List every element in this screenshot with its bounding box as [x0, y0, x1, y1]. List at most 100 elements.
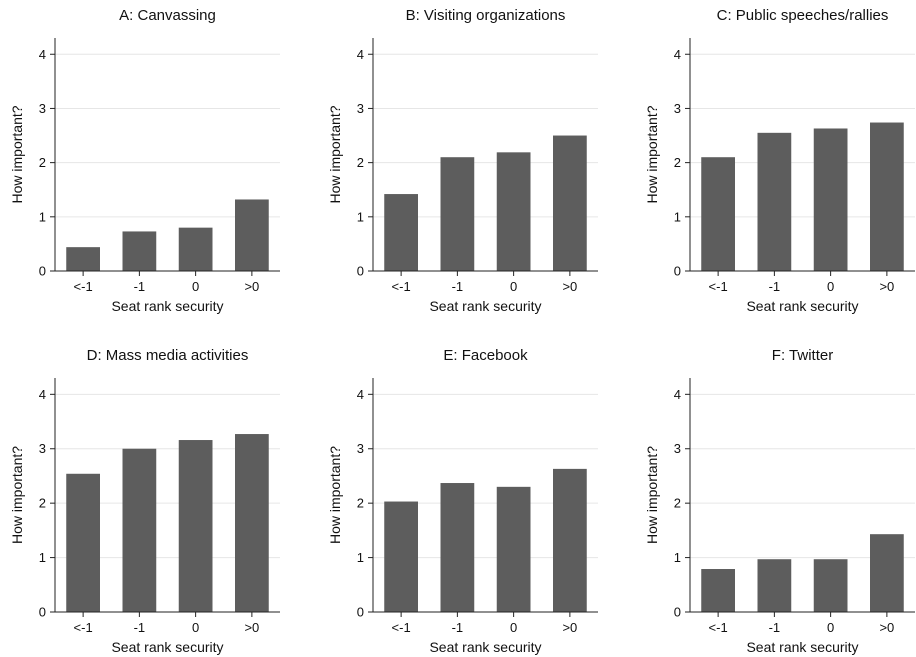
bar — [813, 559, 848, 612]
x-axis-label: Seat rank security — [746, 639, 858, 655]
x-tick-label: 0 — [827, 279, 834, 294]
y-tick-label: 4 — [674, 387, 681, 402]
panel-title: D: Mass media activities — [87, 347, 249, 364]
y-tick-label: 3 — [674, 441, 681, 456]
bar — [440, 483, 475, 612]
panel-d: D: Mass media activities <-1 -1 0 >0 0 1 2 3 4 Sea… — [9, 347, 280, 655]
y-tick-label: 2 — [674, 496, 681, 511]
y-tick-label: 3 — [357, 441, 364, 456]
bar — [122, 231, 157, 271]
bar — [66, 247, 100, 271]
panel-a: A: Canvassing <-1 -1 0 >0 0 1 2 3 4 Seat rank secu… — [9, 7, 280, 314]
x-tick-label: >0 — [562, 620, 577, 635]
panel-title: B: Visiting organizations — [406, 7, 566, 24]
bar — [66, 473, 100, 612]
bar — [813, 128, 848, 271]
panel-title: E: Facebook — [443, 347, 528, 364]
y-tick-label: 2 — [39, 155, 46, 170]
y-tick-label: 1 — [39, 209, 46, 224]
bar — [178, 440, 213, 612]
bar — [496, 486, 531, 612]
y-tick-label: 1 — [357, 550, 364, 565]
x-tick-label: -1 — [769, 279, 781, 294]
bar — [440, 157, 475, 271]
y-axis-label: How important? — [9, 105, 25, 203]
x-tick-label: <-1 — [709, 620, 728, 635]
bar — [870, 534, 904, 612]
y-tick-label: 4 — [357, 387, 364, 402]
x-tick-label: 0 — [510, 620, 517, 635]
x-tick-label: 0 — [510, 279, 517, 294]
y-tick-label: 0 — [357, 264, 364, 279]
x-axis-label: Seat rank security — [429, 298, 541, 314]
y-tick-label: 4 — [674, 47, 681, 62]
y-tick-label: 2 — [357, 155, 364, 170]
y-axis-label: How important? — [327, 446, 343, 544]
y-tick-label: 1 — [39, 550, 46, 565]
x-tick-label: >0 — [244, 620, 259, 635]
bar — [122, 448, 157, 612]
y-axis-label: How important? — [9, 446, 25, 544]
bar — [384, 501, 418, 612]
y-tick-label: 3 — [357, 101, 364, 116]
x-axis-label: Seat rank security — [746, 298, 858, 314]
y-tick-label: 0 — [39, 605, 46, 620]
y-tick-label: 3 — [674, 101, 681, 116]
y-tick-label: 1 — [674, 550, 681, 565]
x-tick-label: 0 — [827, 620, 834, 635]
x-axis-label: Seat rank security — [111, 298, 223, 314]
panel-title: F: Twitter — [772, 347, 833, 364]
bar — [701, 569, 735, 612]
panel-title: C: Public speeches/rallies — [717, 7, 889, 24]
x-tick-label: >0 — [879, 279, 894, 294]
panel-f: F: Twitter <-1 -1 0 >0 0 1 2 3 4 Seat rank securit… — [644, 347, 915, 655]
bar — [553, 135, 587, 271]
x-tick-label: -1 — [452, 279, 464, 294]
y-tick-label: 0 — [674, 605, 681, 620]
y-tick-label: 1 — [674, 209, 681, 224]
bar — [757, 559, 792, 612]
x-tick-label: >0 — [879, 620, 894, 635]
x-tick-label: >0 — [562, 279, 577, 294]
y-tick-label: 3 — [39, 101, 46, 116]
bar — [178, 227, 213, 271]
y-tick-label: 0 — [674, 264, 681, 279]
y-tick-label: 4 — [357, 47, 364, 62]
bar — [757, 132, 792, 271]
bar — [553, 468, 587, 612]
y-tick-label: 2 — [357, 496, 364, 511]
y-tick-label: 3 — [39, 441, 46, 456]
y-tick-label: 0 — [357, 605, 364, 620]
x-tick-label: <-1 — [392, 279, 411, 294]
x-tick-label: -1 — [452, 620, 464, 635]
bar — [384, 194, 418, 271]
panel-e: E: Facebook <-1 -1 0 >0 0 1 2 3 4 Seat rank securi… — [327, 347, 598, 655]
y-tick-label: 4 — [39, 387, 46, 402]
x-tick-label: -1 — [769, 620, 781, 635]
y-tick-label: 0 — [39, 264, 46, 279]
panel-c: C: Public speeches/rallies <-1 -1 0 >0 0 1 2 3 4 S… — [644, 7, 915, 314]
bar — [235, 199, 269, 271]
y-tick-label: 2 — [39, 496, 46, 511]
bar — [701, 157, 735, 271]
x-tick-label: 0 — [192, 620, 199, 635]
bar — [235, 434, 269, 612]
y-tick-label: 1 — [357, 209, 364, 224]
y-axis-label: How important? — [644, 446, 660, 544]
bar — [870, 122, 904, 271]
y-tick-label: 2 — [674, 155, 681, 170]
panel-title: A: Canvassing — [119, 7, 216, 24]
panel-b: B: Visiting organizations <-1 -1 0 >0 0 1 2 3 4 Se… — [327, 7, 598, 314]
x-tick-label: 0 — [192, 279, 199, 294]
y-tick-label: 4 — [39, 47, 46, 62]
x-tick-label: >0 — [244, 279, 259, 294]
y-axis-label: How important? — [327, 105, 343, 203]
x-tick-label: <-1 — [709, 279, 728, 294]
x-tick-label: <-1 — [74, 279, 93, 294]
y-axis-label: How important? — [644, 105, 660, 203]
x-axis-label: Seat rank security — [111, 639, 223, 655]
bar — [496, 152, 531, 271]
x-axis-label: Seat rank security — [429, 639, 541, 655]
x-tick-label: -1 — [134, 620, 146, 635]
